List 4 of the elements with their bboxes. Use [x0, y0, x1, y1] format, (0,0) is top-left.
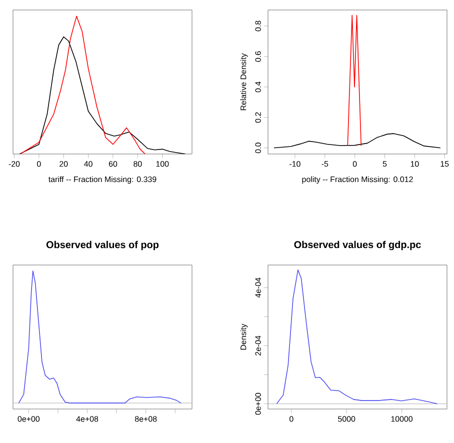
line-series — [274, 133, 441, 148]
chart-title: Observed values of pop — [46, 240, 159, 250]
line-series — [276, 270, 438, 404]
chart-title: Observed values of gdp.pc — [294, 240, 421, 250]
